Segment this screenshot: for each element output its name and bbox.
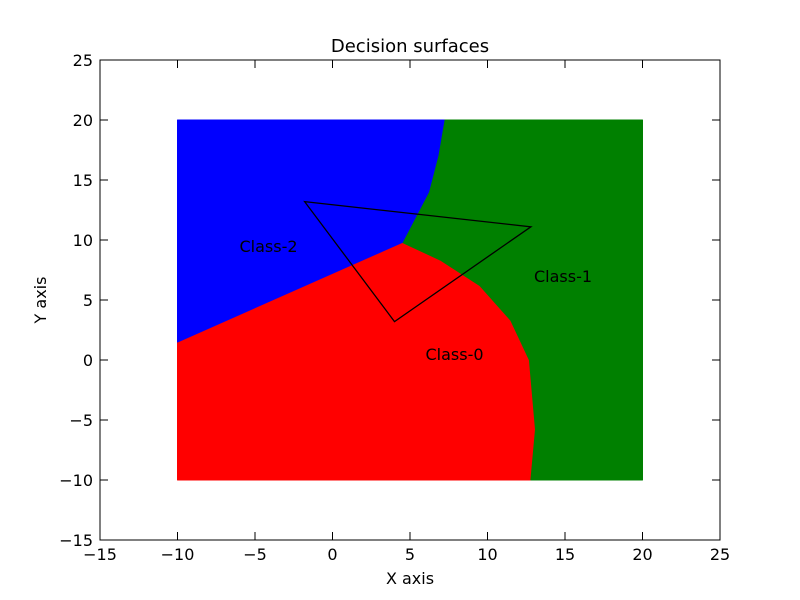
y-tick-label: −5 [69,411,93,430]
x-tick-label: 20 [632,545,652,564]
x-tick-label: 0 [327,545,337,564]
y-tick-label: 20 [73,111,93,130]
x-axis-ticks: −15 −10 −5 0 5 10 15 20 25 [83,60,730,564]
annotation-class-2: Class-2 [240,237,298,256]
chart-title: Decision surfaces [331,36,489,57]
x-tick-label: −5 [243,545,267,564]
y-tick-label: −15 [59,531,93,550]
x-tick-label: 5 [405,545,415,564]
y-tick-label: 5 [83,291,93,310]
x-tick-label: 25 [710,545,730,564]
annotation-class-0: Class-0 [426,345,484,364]
y-tick-label: −10 [59,471,93,490]
y-axis-ticks: −15 −10 −5 0 5 10 15 20 25 [59,51,720,550]
y-tick-label: 15 [73,171,93,190]
x-tick-label: −15 [83,545,117,564]
y-tick-label: 10 [73,231,93,250]
plot-area: Class-2 Class-1 Class-0 [99,59,721,541]
region-class-2 [177,119,445,343]
y-tick-label: 0 [83,351,93,370]
x-tick-label: 15 [555,545,575,564]
x-tick-label: −10 [161,545,195,564]
x-tick-label: 10 [477,545,497,564]
triangle-outline [303,200,533,323]
x-axis-label: X axis [386,569,434,588]
y-tick-label: 25 [73,51,93,70]
y-axis-label: Y axis [31,277,50,325]
annotation-class-1: Class-1 [534,267,592,286]
